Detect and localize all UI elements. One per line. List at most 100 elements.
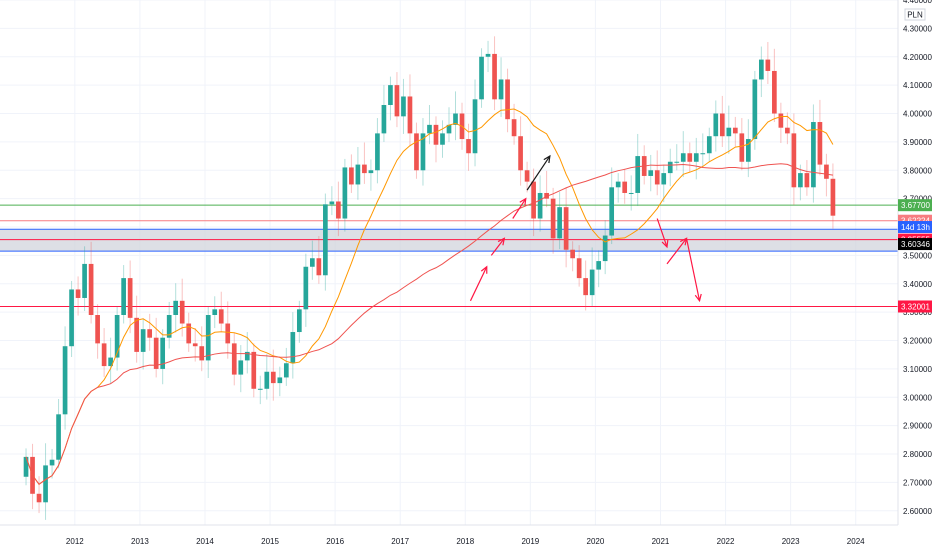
- candle-body: [511, 119, 517, 137]
- x-tick-label: 2012: [66, 537, 84, 546]
- candle-body: [804, 173, 810, 188]
- arrow-head: [497, 237, 506, 246]
- x-tick-label: 2020: [587, 537, 605, 546]
- price-badge: [898, 238, 932, 251]
- candle-body: [583, 278, 588, 296]
- y-tick-label: 2.70000: [903, 478, 932, 487]
- horizontal-levels: [0, 204, 898, 307]
- candle-body: [661, 173, 667, 185]
- candle-body: [121, 278, 126, 315]
- candle-body: [323, 204, 328, 276]
- candle-body: [225, 323, 231, 344]
- candle-body: [82, 263, 87, 298]
- y-tick-label: 3.30000: [903, 308, 932, 317]
- candle-body: [576, 258, 582, 279]
- candle-body: [349, 167, 354, 185]
- candle-body: [830, 178, 836, 216]
- candle-body: [537, 192, 543, 219]
- candle-body: [798, 173, 803, 188]
- candle-body: [427, 124, 432, 134]
- y-tick-label: 3.20000: [903, 337, 932, 346]
- drawn-arrows: [469, 154, 702, 303]
- candle-body: [329, 201, 335, 205]
- candle-body: [752, 79, 758, 140]
- candle-body: [23, 456, 29, 477]
- y-tick-label: 4.40000: [903, 0, 932, 5]
- candle-body: [166, 315, 172, 338]
- candle-body: [394, 85, 400, 117]
- candle-body: [654, 170, 660, 185]
- candle-body: [218, 309, 224, 324]
- candle-body: [713, 113, 719, 137]
- y-tick-label: 2.90000: [903, 422, 932, 431]
- candle-body: [296, 309, 302, 333]
- candle-body: [485, 53, 491, 57]
- candle-body: [43, 465, 48, 503]
- y-tick-label: 4.30000: [903, 24, 932, 33]
- x-tick-label: 2017: [391, 537, 409, 546]
- arrow-head: [480, 265, 488, 274]
- x-tick-label: 2022: [717, 537, 735, 546]
- y-tick-label: 2.80000: [903, 450, 932, 459]
- candle-body: [231, 343, 237, 375]
- candle-body: [108, 357, 113, 367]
- x-tick-label: 2023: [782, 537, 800, 546]
- candle-body: [303, 266, 309, 310]
- candle-body: [772, 70, 777, 114]
- x-tick-label: 2024: [847, 537, 865, 546]
- candle-body: [375, 133, 380, 171]
- candle-body: [173, 300, 179, 315]
- candle-body: [700, 153, 706, 155]
- arrow-head: [661, 239, 669, 249]
- arrow-head: [519, 197, 527, 206]
- candle-body: [381, 105, 387, 134]
- candles: [23, 36, 836, 520]
- candle-body: [433, 124, 439, 145]
- candle-body: [264, 371, 270, 389]
- candle-body: [88, 263, 94, 315]
- candle-body: [609, 187, 615, 236]
- arrow-head: [694, 293, 702, 303]
- candle-body: [199, 346, 205, 361]
- candle-body: [355, 164, 361, 185]
- candle-body: [212, 309, 218, 315]
- currency-badge: PLN: [904, 8, 926, 21]
- candle-body: [407, 96, 413, 134]
- arrow-head: [543, 154, 551, 164]
- candle-body: [251, 351, 257, 389]
- candle-body: [759, 59, 764, 80]
- y-tick-label: 4.10000: [903, 81, 932, 90]
- candle-body: [277, 377, 283, 384]
- candle-body: [719, 113, 725, 137]
- y-tick-label: 3.40000: [903, 280, 932, 289]
- candle-body: [127, 278, 133, 318]
- y-tick-label: 4.20000: [903, 53, 932, 62]
- candle-body: [401, 96, 406, 117]
- candle-body: [186, 323, 192, 344]
- candle-body: [388, 85, 393, 105]
- candle-body: [615, 181, 621, 188]
- time-axis[interactable]: 2012 2013 2014 2015 2016 2017 2018 2019 2020 2021…: [0, 524, 898, 546]
- support-resistance-zone: [0, 229, 898, 252]
- candle-body: [316, 258, 322, 276]
- arrow-line: [469, 266, 488, 302]
- candle-body: [205, 315, 211, 361]
- candle-body: [765, 59, 771, 71]
- candle-body: [244, 351, 250, 361]
- candle-body: [824, 164, 829, 179]
- y-tick-label: 4.00000: [903, 110, 932, 119]
- candle-body: [667, 161, 673, 174]
- candle-body: [791, 133, 797, 188]
- candle-body: [472, 99, 478, 154]
- candle-body: [498, 79, 504, 100]
- price-badge-label: 14d 13h: [901, 223, 930, 232]
- candle-body: [635, 156, 641, 193]
- candle-body: [524, 170, 530, 182]
- candle-body: [778, 113, 784, 128]
- long-moving-average: [25, 163, 833, 486]
- candle-body: [726, 127, 732, 137]
- candle-body: [368, 170, 374, 174]
- price-axis[interactable]: 2.60000 2.70000 2.80000 2.90000 3.00000 3.100…: [897, 0, 932, 525]
- candle-body: [557, 207, 562, 239]
